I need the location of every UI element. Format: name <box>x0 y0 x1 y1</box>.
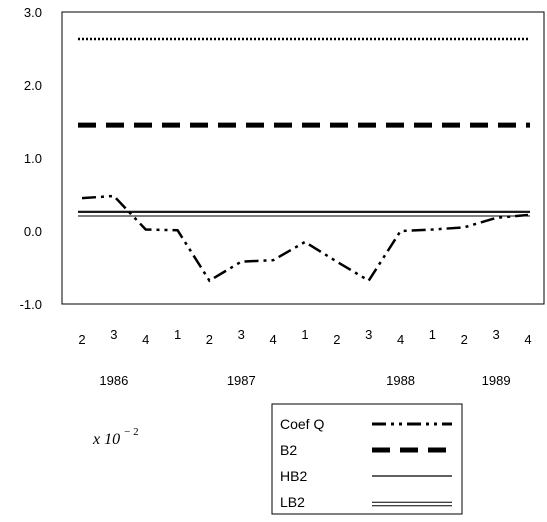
x-tick-label: 3 <box>365 327 372 342</box>
y-tick-label: 0.0 <box>24 224 42 239</box>
x-tick-label: 2 <box>461 332 468 347</box>
legend-label: B2 <box>280 442 297 458</box>
scale-note: x 10 − 2 <box>92 426 139 448</box>
y-axis-ticks: 3.0 2.0 1.0 0.0 -1.0 <box>20 5 42 312</box>
year-label: 1989 <box>482 373 511 388</box>
x-tick-label: 1 <box>301 327 308 342</box>
y-tick-label: 3.0 <box>24 5 42 20</box>
legend: Coef Q B2 HB2 LB2 <box>271 403 463 515</box>
series-layer <box>78 37 530 283</box>
x-tick-label: 4 <box>524 332 531 347</box>
x-tick-label: 4 <box>270 332 277 347</box>
plot-area-frame <box>61 11 545 305</box>
x-tick-label: 1 <box>174 327 181 342</box>
year-label: 1986 <box>99 373 128 388</box>
legend-box <box>271 403 463 515</box>
y-tick-label: 1.0 <box>24 151 42 166</box>
x-tick-label: 3 <box>493 327 500 342</box>
x-tick-label: 2 <box>206 332 213 347</box>
year-label: 1988 <box>386 373 415 388</box>
legend-label: Coef Q <box>280 416 324 432</box>
x-tick-label: 2 <box>333 332 340 347</box>
series-coef-q-line <box>81 194 529 283</box>
x-tick-label: 3 <box>238 327 245 342</box>
legend-label: HB2 <box>280 468 307 484</box>
year-label: 1987 <box>227 373 256 388</box>
x-tick-label: 3 <box>110 327 117 342</box>
y-tick-label: 2.0 <box>24 78 42 93</box>
x-tick-label: 4 <box>142 332 149 347</box>
x-tick-label: 1 <box>429 327 436 342</box>
x-tick-label: 4 <box>397 332 404 347</box>
legend-label: LB2 <box>280 494 305 510</box>
x-axis-year-labels: 1986 1987 1988 1989 <box>99 373 510 388</box>
y-tick-label: -1.0 <box>20 297 42 312</box>
x-tick-label: 2 <box>78 332 85 347</box>
x-axis-quarter-labels: 2 3 4 1 2 3 4 1 2 3 4 1 2 3 4 <box>78 327 531 347</box>
